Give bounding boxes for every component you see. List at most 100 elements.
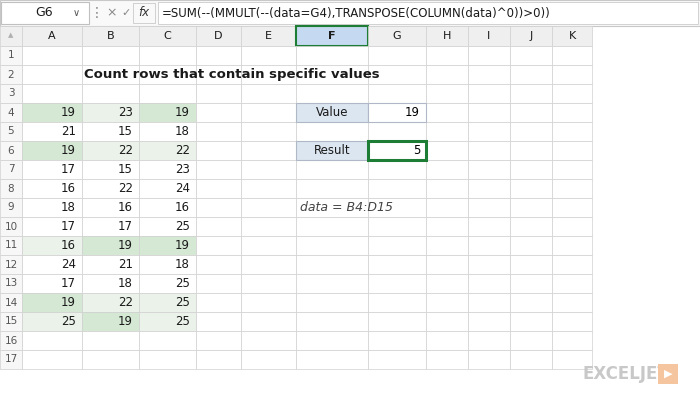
Bar (296, 179, 368, 198)
Bar (368, 312, 426, 331)
Text: ×: × (106, 6, 118, 20)
Bar (0, 236, 22, 255)
Text: 10: 10 (4, 222, 18, 232)
Bar (1, 2, 89, 24)
Bar (196, 198, 241, 217)
Bar (510, 217, 552, 236)
Bar (22, 350, 82, 369)
Text: 18: 18 (61, 201, 76, 214)
Bar (241, 198, 296, 217)
Text: ∨: ∨ (72, 8, 80, 18)
Bar (510, 65, 552, 84)
Bar (196, 65, 241, 84)
Bar (368, 141, 426, 160)
Bar (82, 160, 139, 179)
Text: Value: Value (316, 106, 349, 119)
Bar (510, 331, 552, 350)
Text: fx: fx (139, 6, 150, 20)
Bar (552, 141, 592, 160)
Bar (296, 198, 368, 217)
Bar (296, 350, 368, 369)
Bar (296, 103, 368, 122)
Bar (241, 350, 296, 369)
Bar (426, 198, 468, 217)
Text: G6: G6 (35, 6, 52, 20)
Bar (196, 26, 241, 46)
Bar (241, 65, 296, 84)
Bar (510, 312, 552, 331)
Text: 25: 25 (175, 277, 190, 290)
Text: 18: 18 (175, 125, 190, 138)
Bar (82, 103, 139, 122)
Bar (296, 122, 368, 141)
Bar (241, 312, 296, 331)
Text: 22: 22 (118, 144, 133, 157)
Bar (82, 84, 139, 103)
Text: 19: 19 (118, 315, 133, 328)
Text: J: J (529, 31, 533, 41)
Bar (296, 103, 368, 122)
Bar (196, 179, 241, 198)
Text: 14: 14 (4, 298, 18, 308)
Bar (139, 179, 196, 198)
Bar (139, 46, 196, 65)
Bar (196, 103, 241, 122)
Bar (426, 65, 468, 84)
Bar (82, 255, 139, 274)
Bar (241, 122, 296, 141)
Text: D: D (214, 31, 223, 41)
Text: 9: 9 (8, 202, 14, 212)
Bar (139, 331, 196, 350)
Text: 15: 15 (4, 316, 18, 326)
Bar (139, 160, 196, 179)
Bar (468, 350, 510, 369)
Bar (510, 160, 552, 179)
Bar (552, 293, 592, 312)
Text: 22: 22 (118, 296, 133, 309)
Bar (139, 350, 196, 369)
Bar (241, 331, 296, 350)
Bar (510, 198, 552, 217)
Text: 17: 17 (61, 163, 76, 176)
Bar (22, 122, 82, 141)
Bar (552, 350, 592, 369)
Bar (368, 350, 426, 369)
Bar (510, 293, 552, 312)
Bar (510, 179, 552, 198)
Bar (368, 122, 426, 141)
Bar (368, 198, 426, 217)
Bar (552, 312, 592, 331)
Bar (0, 217, 22, 236)
Bar (22, 331, 82, 350)
Text: E: E (265, 31, 272, 41)
Bar (196, 160, 241, 179)
Text: G: G (393, 31, 401, 41)
Text: 25: 25 (175, 315, 190, 328)
Bar (0, 198, 22, 217)
Bar (82, 350, 139, 369)
Bar (368, 236, 426, 255)
Bar (510, 122, 552, 141)
Text: ⋮: ⋮ (90, 6, 104, 20)
Bar (82, 46, 139, 65)
Text: 15: 15 (118, 125, 133, 138)
Bar (196, 122, 241, 141)
Text: 19: 19 (61, 144, 76, 157)
Text: F: F (328, 31, 336, 41)
Bar (22, 179, 82, 198)
Bar (139, 103, 196, 122)
Bar (368, 103, 426, 122)
Bar (22, 312, 82, 331)
Text: 17: 17 (61, 277, 76, 290)
Bar (368, 160, 426, 179)
Bar (296, 312, 368, 331)
Bar (552, 160, 592, 179)
Bar (468, 65, 510, 84)
Text: =SUM(--(MMULT(--(data=G4),TRANSPOSE(COLUMN(data)^0))>0)): =SUM(--(MMULT(--(data=G4),TRANSPOSE(COLU… (162, 6, 551, 20)
Bar (552, 198, 592, 217)
Bar (368, 84, 426, 103)
Bar (22, 84, 82, 103)
Bar (241, 217, 296, 236)
Bar (468, 179, 510, 198)
Bar (426, 217, 468, 236)
